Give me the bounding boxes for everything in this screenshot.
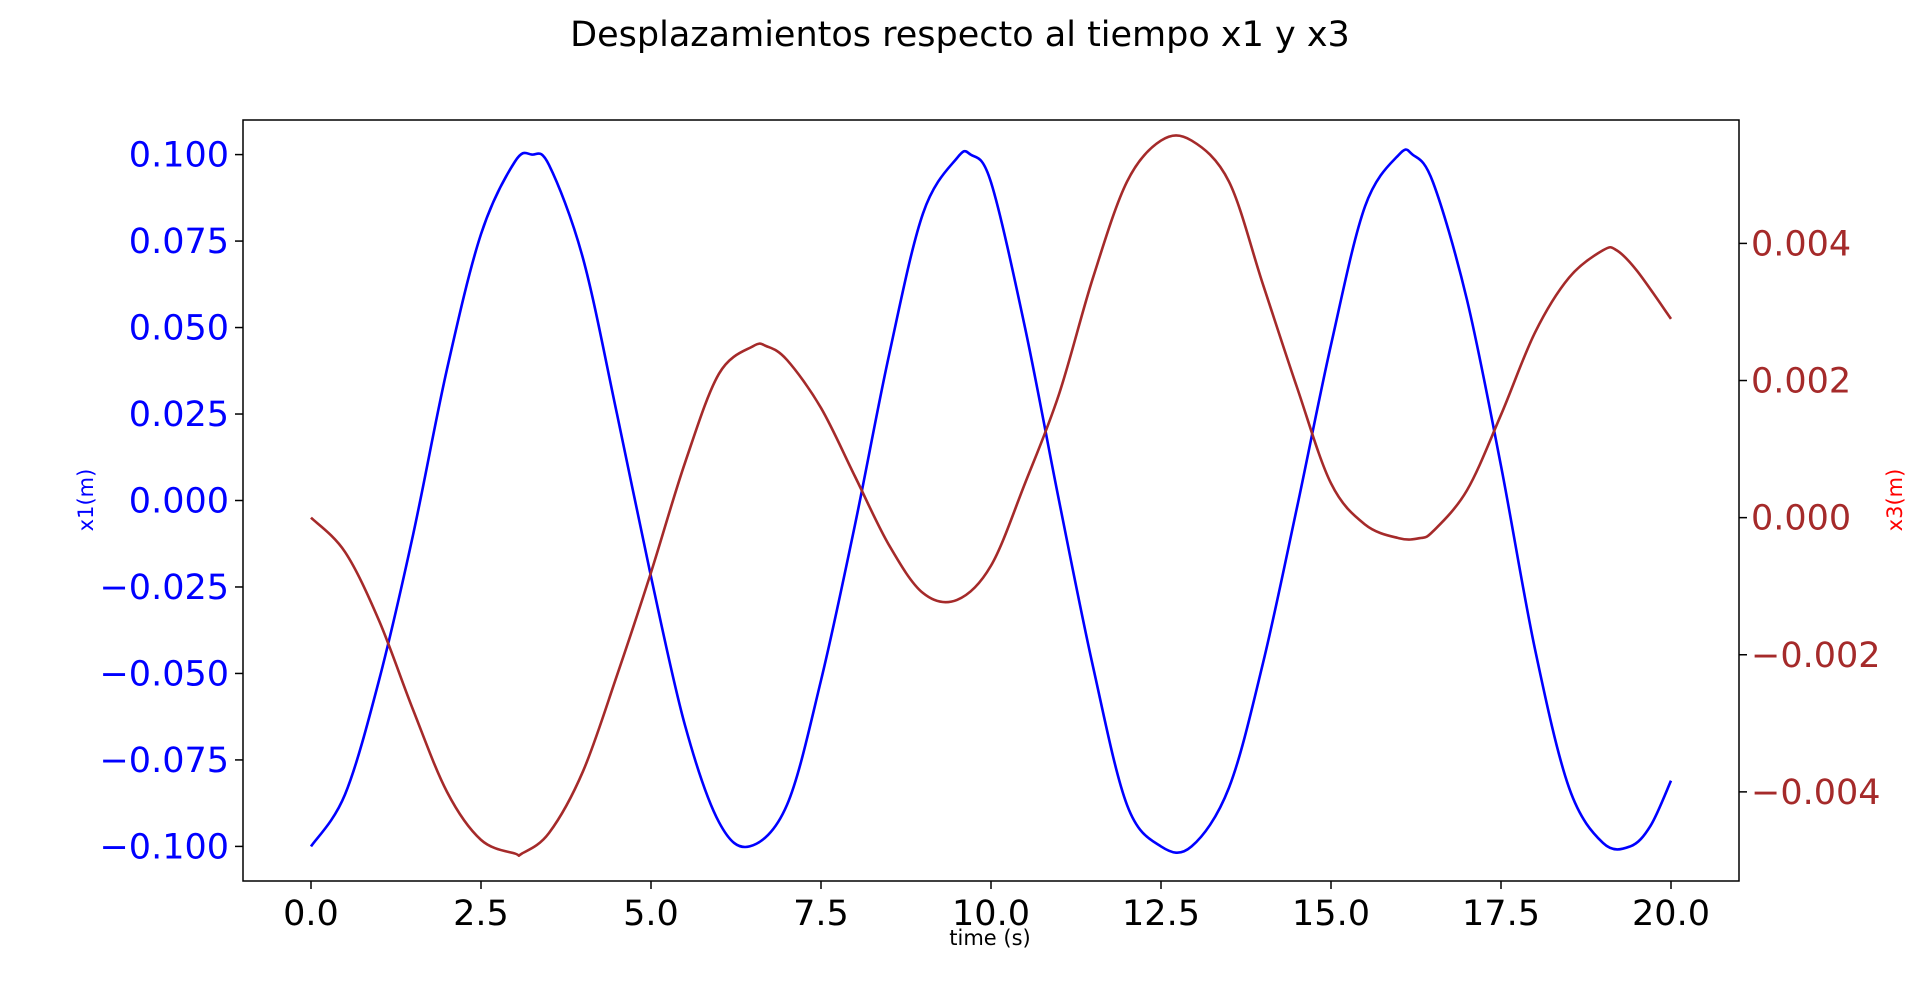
left-y-tick-label: −0.025 [99,568,229,608]
left-y-tick-label: 0.025 [129,395,229,435]
right-y-axis-label: x3(m) [1883,469,1907,532]
series-line-x3 [310,134,1673,858]
x-axis-ticks: 0.0 2.5 5.0 7.5 10.0 12.5 15.0 17.5 20.0 [283,881,1710,934]
series-layer [309,134,1673,858]
left-y-tick-label: 0.000 [129,482,229,522]
x-tick-label: 10.0 [952,894,1030,934]
right-y-axis-ticks: 0.004 0.002 0.000 −0.002 −0.004 [1739,224,1881,813]
plot-area-frame [242,119,1740,882]
x-tick-label: 12.5 [1122,894,1200,934]
x-tick-label: 20.0 [1632,894,1710,934]
x-tick-label: 2.5 [453,894,509,934]
x-tick-label: 17.5 [1462,894,1540,934]
right-y-tick-label: 0.002 [1751,362,1851,402]
left-y-tick-label: 0.075 [129,222,229,262]
right-y-tick-label: 0.000 [1751,499,1851,539]
x-tick-label: 7.5 [793,894,849,934]
x-tick-label: 5.0 [623,894,679,934]
right-y-tick-label: −0.004 [1751,773,1881,813]
left-y-tick-label: 0.050 [129,309,229,349]
chart-title: Desplazamientos respecto al tiempo x1 y … [570,15,1350,55]
x-tick-label: 15.0 [1292,894,1370,934]
right-y-tick-label: 0.004 [1751,224,1851,264]
left-y-tick-label: −0.075 [99,741,229,781]
left-y-axis-label: x1(m) [74,469,98,532]
left-y-tick-label: 0.100 [129,136,229,176]
x-tick-label: 0.0 [283,894,339,934]
series-line-x1 [309,148,1673,854]
left-y-axis-ticks: 0.100 0.075 0.050 0.025 0.000 −0.025 −0.050 −0.… [99,136,243,867]
right-y-tick-label: −0.002 [1751,636,1881,676]
x-axis-label: time (s) [949,926,1030,950]
left-y-tick-label: −0.050 [99,654,229,694]
left-y-tick-label: −0.100 [99,827,229,867]
